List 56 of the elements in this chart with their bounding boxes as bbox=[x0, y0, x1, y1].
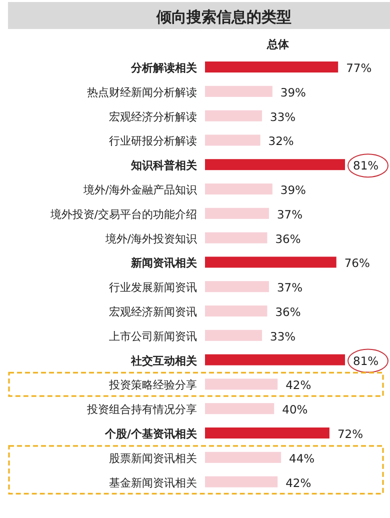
bar bbox=[205, 378, 278, 390]
y-tick-label: 个股/个基资讯相关 bbox=[104, 428, 198, 440]
data-label: 76% bbox=[344, 256, 370, 270]
bar bbox=[205, 256, 336, 268]
bar bbox=[205, 86, 272, 97]
data-label: 42% bbox=[286, 476, 312, 490]
data-label: 39% bbox=[280, 183, 306, 197]
y-tick-label: 投资策略经验分享 bbox=[108, 378, 197, 392]
y-tick-label: 境外/海外投资知识 bbox=[104, 232, 197, 246]
y-tick-label: 知识科普相关 bbox=[130, 159, 198, 172]
data-label: 39% bbox=[280, 85, 306, 100]
data-label: 72% bbox=[337, 427, 364, 441]
data-label: 32% bbox=[268, 134, 294, 148]
y-tick-label: 社交互动相关 bbox=[130, 354, 198, 368]
bar bbox=[205, 208, 269, 219]
bar bbox=[205, 281, 269, 292]
data-label: 81% bbox=[353, 158, 379, 173]
bar bbox=[205, 110, 262, 122]
y-tick-label: 行业发展新闻资讯 bbox=[109, 281, 197, 294]
y-tick-label: 分析解读相关 bbox=[130, 62, 198, 74]
bar bbox=[205, 159, 345, 170]
y-tick-label: 基金新闻资讯相关 bbox=[109, 476, 197, 490]
bar bbox=[205, 232, 268, 244]
data-label: 33% bbox=[270, 110, 296, 124]
data-label: 36% bbox=[275, 232, 301, 246]
y-tick-label: 投资组合持有情况分享 bbox=[86, 403, 197, 416]
y-tick-label: 行业研报分析解读 bbox=[109, 134, 197, 148]
data-label: 36% bbox=[275, 305, 301, 319]
chart-subtitle: 总体 bbox=[266, 38, 290, 51]
bar bbox=[205, 452, 282, 463]
data-label: 81% bbox=[353, 354, 379, 368]
chart-title: 倾向搜索信息的类型 bbox=[156, 8, 292, 26]
data-label: 33% bbox=[270, 329, 296, 344]
y-tick-label: 境外投资/交易平台的功能介绍 bbox=[49, 208, 197, 221]
data-label: 42% bbox=[286, 378, 312, 392]
data-label: 37% bbox=[276, 207, 303, 222]
data-label: 40% bbox=[282, 402, 308, 417]
data-label: 44% bbox=[289, 451, 315, 466]
data-label: 37% bbox=[276, 280, 303, 295]
y-tick-label: 股票新闻资讯相关 bbox=[109, 452, 197, 465]
bar bbox=[205, 428, 330, 438]
bar bbox=[205, 306, 268, 316]
y-tick-label: 宏观经济分析解读 bbox=[109, 110, 197, 124]
y-tick-label: 境外/海外金融产品知识 bbox=[82, 184, 197, 196]
bar bbox=[205, 330, 262, 341]
bar bbox=[205, 134, 260, 146]
bar bbox=[205, 354, 345, 366]
bar bbox=[205, 476, 278, 488]
y-tick-label: 热点财经新闻分析解读 bbox=[87, 86, 197, 99]
bar bbox=[205, 184, 272, 194]
data-label: 77% bbox=[346, 61, 372, 75]
bar bbox=[205, 403, 274, 414]
bar bbox=[205, 62, 338, 72]
y-tick-label: 上市公司新闻资讯 bbox=[109, 330, 197, 343]
y-tick-label: 新闻资讯相关 bbox=[130, 256, 198, 270]
y-tick-label: 宏观经济新闻资讯 bbox=[109, 306, 197, 318]
